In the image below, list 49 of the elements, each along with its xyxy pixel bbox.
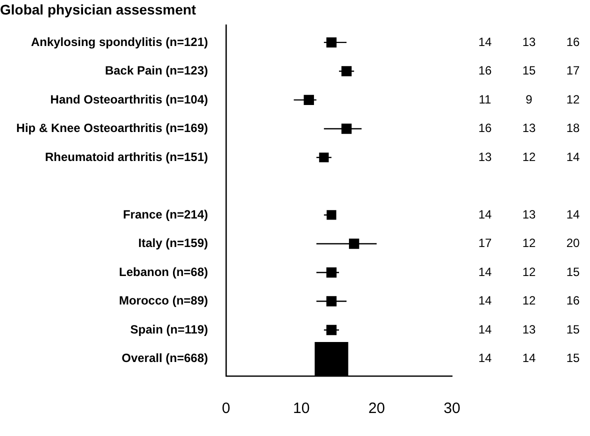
text: 15	[566, 264, 580, 279]
text: 13	[522, 322, 536, 336]
text: 13	[522, 34, 536, 49]
text: 12	[522, 294, 536, 308]
data-label: 11	[478, 92, 492, 106]
text: 12	[522, 264, 536, 279]
x-tick-label: 10	[292, 400, 310, 418]
y-tick-label: Back Pain (n=123)	[104, 64, 208, 78]
y-tick-label: Morocco (n=89)	[118, 294, 208, 308]
data-label: 14	[478, 264, 492, 279]
text: 9	[526, 92, 533, 106]
text: 16	[566, 34, 580, 49]
text: 14	[566, 207, 580, 222]
text: 14	[566, 150, 580, 164]
text: 18	[566, 121, 580, 136]
x-tick-label: 30	[444, 400, 460, 418]
text: 14	[522, 351, 536, 366]
text: 13	[522, 121, 536, 136]
y-tick-label: Hand Osteoarthritis (n=104)	[50, 92, 208, 106]
data-label: 16	[478, 121, 492, 136]
text: 17	[566, 64, 580, 78]
y-tick-label: Overall (n=668)	[122, 351, 208, 366]
text: 12	[522, 236, 536, 250]
y-tick-label: Rheumatoid arthritis (n=151)	[44, 150, 208, 164]
y-tick-label: France (n=214)	[122, 207, 208, 222]
text: 15	[522, 64, 536, 78]
x-tick-label: 20	[368, 400, 386, 418]
y-tick-label: Spain (n=119)	[130, 322, 208, 336]
text: 20	[566, 236, 580, 250]
text: 15	[566, 322, 580, 336]
text: 12	[522, 150, 536, 164]
text: 13	[522, 207, 536, 222]
data-label: 14	[478, 351, 492, 366]
data-label: 13	[478, 150, 492, 164]
data-label: 14	[478, 294, 492, 308]
y-tick-label: Ankylosing spondylitis (n=121)	[30, 34, 208, 49]
y-tick-label: Italy (n=159)	[138, 236, 208, 250]
x-tick-label: 0	[222, 400, 230, 418]
text: 12	[566, 92, 580, 106]
data-label: 14	[478, 322, 492, 336]
y-tick-label: Hip & Knee Osteoarthritis (n=169)	[16, 121, 208, 136]
text: Global physician assessment	[0, 2, 196, 18]
data-label: 14	[478, 207, 492, 222]
data-label: 17	[478, 236, 492, 250]
text: 16	[566, 294, 580, 308]
y-tick-label: Lebanon (n=68)	[118, 264, 208, 279]
text: 15	[566, 351, 580, 366]
data-label: 16	[478, 64, 492, 78]
data-label: 14	[478, 34, 492, 49]
